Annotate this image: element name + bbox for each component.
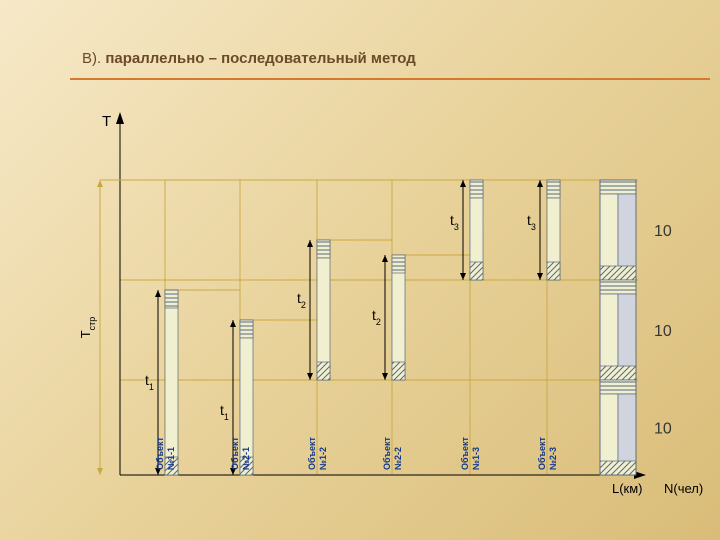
svg-text:Объект: Объект bbox=[307, 436, 317, 470]
svg-text:Объект: Объект bbox=[230, 436, 240, 470]
svg-text:№2-3: №2-3 bbox=[548, 447, 558, 470]
svg-text:Объект: Объект bbox=[537, 436, 547, 470]
svg-text:Объект: Объект bbox=[382, 436, 392, 470]
svg-text:№2-2: №2-2 bbox=[393, 447, 403, 470]
svg-text:Tстр: Tстр bbox=[78, 317, 97, 339]
svg-text:10: 10 bbox=[654, 223, 672, 240]
diagram-svg: TL(км)N(чел)Tстрt1t1t2t2t3t3Объект№1-1Об… bbox=[0, 0, 720, 540]
svg-text:t1: t1 bbox=[220, 402, 229, 422]
svg-text:N(чел): N(чел) bbox=[664, 481, 703, 496]
svg-text:№1-1: №1-1 bbox=[166, 447, 176, 470]
svg-text:Объект: Объект bbox=[460, 436, 470, 470]
svg-text:10: 10 bbox=[654, 421, 672, 438]
svg-text:t2: t2 bbox=[372, 307, 381, 327]
svg-text:t3: t3 bbox=[527, 212, 536, 232]
svg-text:L(км): L(км) bbox=[612, 481, 643, 496]
svg-text:t1: t1 bbox=[145, 372, 154, 392]
svg-text:t3: t3 bbox=[450, 212, 459, 232]
svg-text:№2-1: №2-1 bbox=[241, 447, 251, 470]
svg-text:№1-3: №1-3 bbox=[471, 447, 481, 470]
svg-text:Объект: Объект bbox=[155, 436, 165, 470]
svg-text:10: 10 bbox=[654, 323, 672, 340]
svg-text:№1-2: №1-2 bbox=[318, 447, 328, 470]
svg-text:T: T bbox=[102, 113, 111, 130]
svg-text:t2: t2 bbox=[297, 290, 306, 310]
